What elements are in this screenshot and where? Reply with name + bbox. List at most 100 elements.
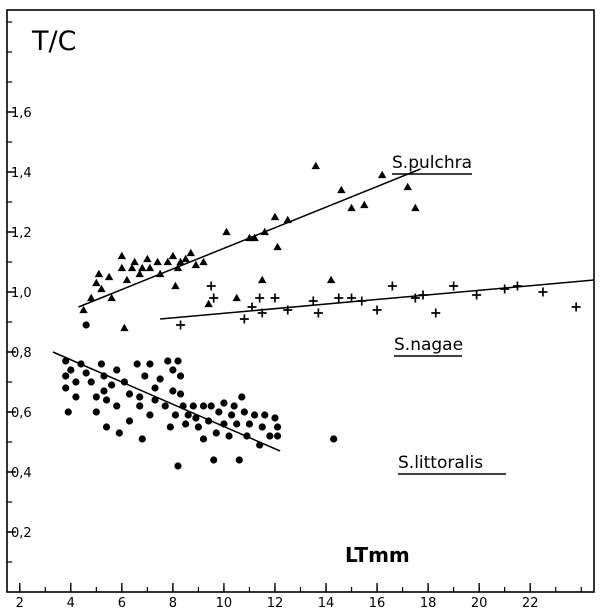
s-littoralis-point — [151, 396, 159, 404]
s-pulchra-point — [143, 254, 152, 263]
s-littoralis-point — [174, 462, 182, 470]
s-littoralis-point — [125, 390, 134, 398]
s-pulchra-point — [171, 281, 180, 290]
data-points — [62, 161, 581, 470]
s-littoralis-point — [125, 417, 134, 425]
s-pulchra-point — [250, 233, 259, 242]
s-littoralis-point — [207, 402, 215, 410]
s-nagae-point — [387, 281, 397, 291]
s-littoralis-point — [243, 432, 251, 440]
s-littoralis-point — [87, 378, 95, 386]
s-pulchra-point — [258, 275, 267, 284]
s-nagae-point — [257, 308, 267, 318]
s-pulchra-point — [191, 260, 201, 269]
y-tick-label: 1,0 — [11, 286, 32, 301]
x-tick-label: 16 — [369, 596, 386, 610]
s-littoralis-point — [120, 378, 128, 386]
x-tick-label: 6 — [118, 596, 126, 610]
s-nagae-point — [247, 302, 257, 312]
s-littoralis-point — [64, 408, 72, 416]
s-pulchra-point — [360, 200, 369, 209]
s-littoralis-point — [138, 435, 146, 443]
trend-lines — [52, 168, 595, 452]
s-littoralis-point — [205, 417, 213, 425]
y-tick-label: 0,8 — [11, 346, 32, 361]
s-nagae-point — [308, 296, 318, 306]
s-littoralis-point — [192, 414, 200, 422]
s-littoralis-point — [245, 420, 254, 428]
s-pulchra-point — [97, 284, 106, 293]
s-littoralis-point — [136, 402, 144, 410]
s-pulchra-point — [337, 185, 346, 194]
s-nagae-point — [538, 287, 548, 297]
x-tick-label: 22 — [522, 596, 539, 610]
s-littoralis-point — [97, 360, 106, 368]
s-nagae-point — [472, 290, 482, 300]
x-tick-label: 2 — [16, 596, 24, 610]
s-pulchra-point — [403, 182, 412, 191]
s-pulchra-point — [176, 257, 185, 266]
s-nagae-point — [176, 320, 186, 330]
s-pulchra-point — [311, 161, 321, 170]
s-pulchra-point — [181, 254, 190, 263]
s-littoralis-point — [92, 408, 100, 416]
s-pulchra-point — [122, 275, 132, 284]
s-nagae-point — [372, 305, 382, 315]
s-pulchra-point — [186, 248, 195, 257]
x-tick-label: 10 — [216, 596, 233, 610]
y-axis-title: T/C — [31, 26, 76, 57]
series-label-s-nagae: S.nagae — [394, 335, 463, 355]
s-pulchra-point — [117, 251, 127, 260]
s-nagae-point — [512, 281, 522, 291]
s-pulchra-point — [107, 293, 116, 302]
s-littoralis-point — [141, 372, 149, 380]
y-tick-label: 0,4 — [11, 466, 32, 481]
s-littoralis-point — [220, 399, 228, 407]
s-pulchra-point — [94, 269, 104, 278]
s-littoralis-point — [62, 384, 70, 392]
s-pulchra-point — [87, 293, 96, 302]
s-littoralis-point — [250, 411, 259, 419]
s-pulchra-point — [92, 278, 101, 287]
s-littoralis-point — [136, 393, 144, 401]
s-littoralis-point — [261, 411, 269, 419]
s-littoralis-point — [169, 366, 177, 374]
s-littoralis-point — [199, 402, 208, 410]
s-pulchra-point — [270, 212, 280, 221]
s-littoralis-point — [238, 393, 246, 401]
y-tick-label: 1,4 — [11, 166, 32, 181]
s-nagae-point — [283, 305, 293, 315]
s-pulchra-point — [145, 263, 155, 272]
s-pulchra-point — [168, 251, 178, 260]
x-tick-label: 20 — [471, 596, 488, 610]
s-littoralis-point — [108, 381, 116, 389]
x-tick-label: 18 — [420, 596, 437, 610]
s-nagae-point — [206, 281, 216, 291]
x-tick-label: 12 — [267, 596, 284, 610]
s-pulchra-point — [173, 263, 183, 272]
s-littoralis-point — [212, 429, 220, 437]
s-nagae-point — [255, 293, 265, 303]
s-littoralis-point — [256, 441, 264, 449]
s-littoralis-point — [146, 360, 154, 368]
s-littoralis-point — [72, 393, 80, 401]
s-pulchra-point — [104, 272, 114, 281]
s-pulchra-point — [138, 263, 147, 272]
s-nagae-point — [571, 302, 581, 312]
s-littoralis-point — [179, 402, 187, 410]
s-nagae-point — [239, 314, 249, 324]
x-axis-title: LTmm — [345, 543, 410, 567]
s-littoralis-point — [102, 396, 111, 404]
s-littoralis-point — [194, 423, 203, 431]
s-pulchra-point — [232, 293, 241, 302]
s-pulchra-point — [260, 227, 269, 236]
s-littoralis-point — [189, 402, 197, 410]
series-label-s-pulchra: S.pulchra — [392, 153, 472, 173]
s-littoralis-point — [77, 360, 85, 368]
s-littoralis-point — [164, 357, 172, 365]
s-pulchra-point — [273, 242, 282, 251]
s-pulchra-point — [155, 269, 165, 278]
s-pulchra-point — [204, 299, 213, 308]
s-littoralis-point — [273, 432, 282, 440]
